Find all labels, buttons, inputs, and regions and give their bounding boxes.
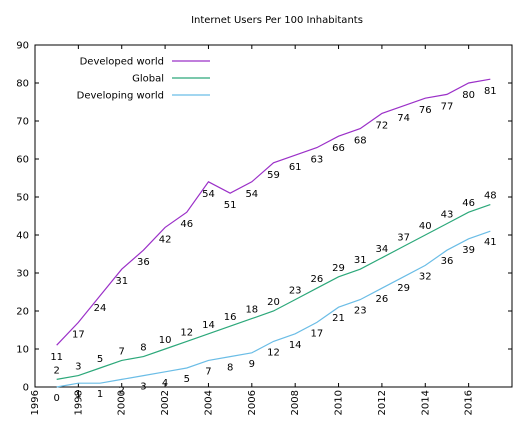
data-label: 29 <box>332 263 345 274</box>
plot-frame <box>34 44 513 388</box>
data-label: 16 <box>224 312 237 323</box>
x-tick-label: 2008 <box>290 390 301 415</box>
data-label: 32 <box>419 271 432 282</box>
data-label: 42 <box>159 234 172 245</box>
data-label: 39 <box>462 245 475 256</box>
data-label: 36 <box>441 256 454 267</box>
data-label: 66 <box>332 143 345 154</box>
data-label: 24 <box>94 303 107 314</box>
data-label: 37 <box>397 232 410 243</box>
data-label: 5 <box>184 374 190 385</box>
data-label: 5 <box>97 354 103 365</box>
data-label: 43 <box>441 210 454 221</box>
data-label: 21 <box>332 313 345 324</box>
data-label: 59 <box>267 170 280 181</box>
legend-label: Global <box>132 74 164 85</box>
data-label: 8 <box>140 343 146 354</box>
y-tick-label: 80 <box>16 79 29 90</box>
data-label: 23 <box>354 306 367 317</box>
data-label: 31 <box>354 255 367 266</box>
data-label: 12 <box>267 347 280 358</box>
y-tick-label: 10 <box>16 345 29 356</box>
series-layer <box>56 78 491 388</box>
data-label: 54 <box>245 189 258 200</box>
x-tick-label: 2014 <box>420 390 431 415</box>
data-label: 48 <box>484 191 497 202</box>
x-tick-label: 2006 <box>247 390 258 415</box>
y-tick-label: 0 <box>23 383 29 394</box>
data-label: 10 <box>159 335 172 346</box>
series-line <box>56 78 491 346</box>
data-label: 1 <box>97 389 103 400</box>
data-label: 17 <box>72 329 85 340</box>
data-label: 68 <box>354 136 367 147</box>
data-label: 8 <box>227 363 233 374</box>
data-label: 14 <box>289 340 302 351</box>
data-label: 2 <box>119 385 125 396</box>
data-label: 81 <box>484 86 497 97</box>
data-label: 34 <box>376 244 389 255</box>
x-tick-label: 2004 <box>203 390 214 415</box>
data-label: 7 <box>119 346 125 357</box>
data-label: 46 <box>180 219 193 230</box>
data-label: 76 <box>419 105 432 116</box>
data-label: 74 <box>397 113 410 124</box>
data-label: 63 <box>310 155 323 166</box>
x-tick-label: 2002 <box>160 390 171 415</box>
data-label: 9 <box>249 359 255 370</box>
data-label: 1 <box>75 389 81 400</box>
data-label: 12 <box>180 327 193 338</box>
data-label: 2 <box>53 365 59 376</box>
x-tick-label: 2016 <box>464 390 475 415</box>
data-label: 40 <box>419 221 432 232</box>
data-label: 29 <box>397 283 410 294</box>
legend: Developed world Global Developing world <box>77 57 210 102</box>
data-label: 17 <box>310 328 323 339</box>
data-label: 26 <box>376 294 389 305</box>
data-label: 72 <box>376 120 389 131</box>
series-line <box>56 230 491 388</box>
data-label: 41 <box>484 237 497 248</box>
data-label: 36 <box>137 257 150 268</box>
x-tick-label: 2000 <box>117 390 128 415</box>
y-tick-label: 40 <box>16 231 29 242</box>
data-label: 46 <box>462 198 475 209</box>
data-label: 3 <box>75 362 81 373</box>
data-label: 18 <box>245 305 258 316</box>
y-tick-label: 70 <box>16 117 29 128</box>
y-tick-label: 60 <box>16 155 29 166</box>
data-label: 31 <box>115 276 128 287</box>
data-label: 11 <box>50 352 63 363</box>
y-tick-label: 50 <box>16 193 29 204</box>
data-label: 4 <box>162 378 168 389</box>
chart-title: Internet Users Per 100 Inhabitants <box>191 15 363 26</box>
legend-label: Developing world <box>77 91 164 102</box>
data-label: 0 <box>53 393 59 404</box>
y-tick-label: 30 <box>16 269 29 280</box>
data-label: 77 <box>441 101 454 112</box>
data-label: 51 <box>224 200 237 211</box>
data-label: 61 <box>289 162 302 173</box>
x-tick-label: 2012 <box>377 390 388 415</box>
legend-label: Developed world <box>80 57 164 68</box>
data-label: 23 <box>289 286 302 297</box>
data-label: 54 <box>202 189 215 200</box>
data-label: 3 <box>140 382 146 393</box>
x-tick-label: 1996 <box>30 390 41 415</box>
data-label: 20 <box>267 297 280 308</box>
data-label: 80 <box>462 90 475 101</box>
y-tick-label: 90 <box>16 41 29 52</box>
y-tick-label: 20 <box>16 307 29 318</box>
series-line <box>56 204 491 380</box>
data-label: 26 <box>310 274 323 285</box>
x-tick-label: 1998 <box>73 390 84 415</box>
x-tick-label: 2010 <box>334 390 345 415</box>
data-label: 14 <box>202 320 215 331</box>
data-label: 7 <box>205 366 211 377</box>
